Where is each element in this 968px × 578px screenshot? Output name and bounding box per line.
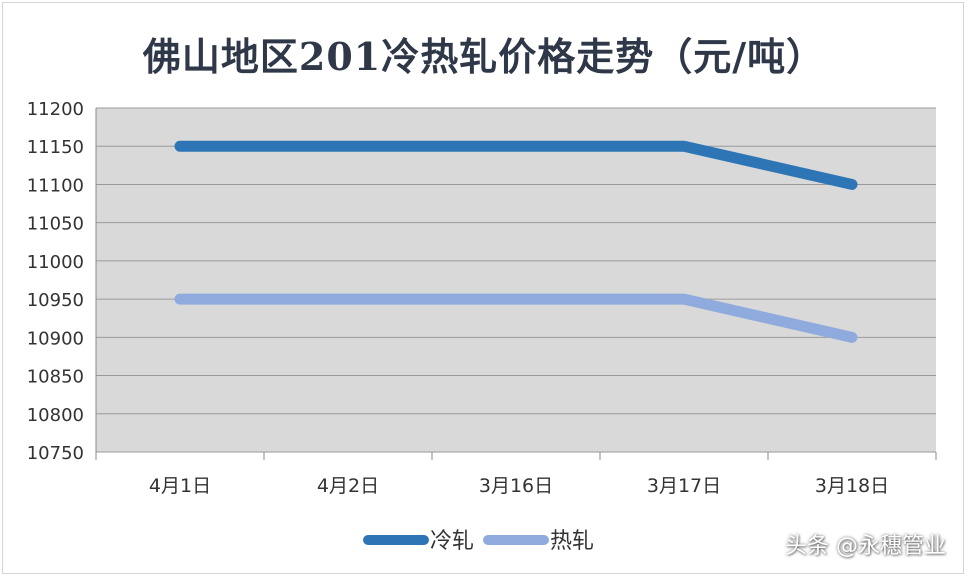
y-tick-label: 10900 <box>27 328 84 349</box>
y-tick-label: 11150 <box>27 137 84 158</box>
series-line-cold-rolled <box>174 140 858 190</box>
chart-title: 佛山地区201冷热轧价格走势（元/吨） <box>142 34 826 79</box>
y-tick-label: 10800 <box>27 405 84 426</box>
x-tick-label: 3月17日 <box>647 475 721 497</box>
y-tick-label: 11000 <box>27 252 84 273</box>
y-tick-label: 10850 <box>27 367 84 388</box>
legend-label: 热轧 <box>550 529 594 554</box>
y-axis-ticks: 11200 11150 11100 11050 11000 10950 10900 10850… <box>27 99 84 464</box>
series-lines <box>174 140 858 343</box>
x-tick-label: 4月2日 <box>317 475 379 497</box>
legend: 冷轧 热轧 <box>363 529 594 554</box>
y-tick-label: 10750 <box>27 443 84 464</box>
y-tick-label: 10950 <box>27 290 84 311</box>
x-tick-label: 3月16日 <box>479 475 553 497</box>
watermark: 头条 @永穗管业 <box>785 534 946 559</box>
y-tick-label: 11200 <box>27 99 84 120</box>
x-axis-ticks: 4月1日 4月2日 3月16日 3月17日 3月18日 <box>95 452 937 497</box>
x-tick-label: 4月1日 <box>149 475 211 497</box>
series-line-hot-rolled <box>174 293 858 343</box>
x-tick-label: 3月18日 <box>815 475 889 497</box>
y-tick-label: 11100 <box>27 175 84 196</box>
y-tick-label: 11050 <box>27 214 84 235</box>
legend-label: 冷轧 <box>430 529 474 554</box>
plot-area <box>96 108 936 452</box>
